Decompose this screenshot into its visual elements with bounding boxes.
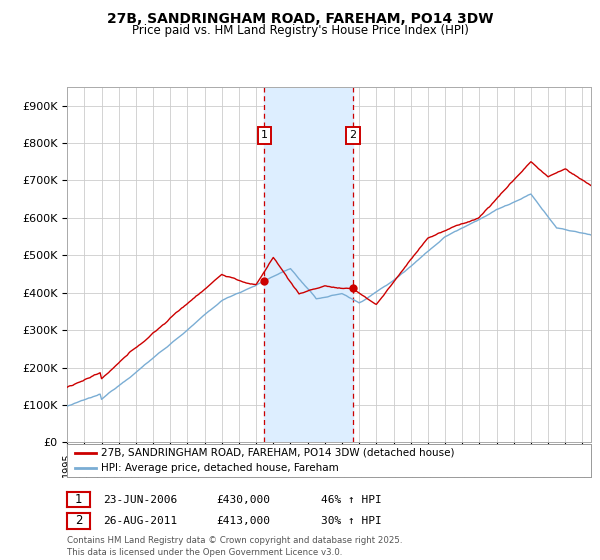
Text: 2: 2 <box>75 514 82 528</box>
Text: 30% ↑ HPI: 30% ↑ HPI <box>321 516 382 526</box>
Text: 1: 1 <box>260 130 268 141</box>
Text: 27B, SANDRINGHAM ROAD, FAREHAM, PO14 3DW: 27B, SANDRINGHAM ROAD, FAREHAM, PO14 3DW <box>107 12 493 26</box>
Text: 2: 2 <box>350 130 357 141</box>
Text: 27B, SANDRINGHAM ROAD, FAREHAM, PO14 3DW (detached house): 27B, SANDRINGHAM ROAD, FAREHAM, PO14 3DW… <box>101 447 455 458</box>
Text: HPI: Average price, detached house, Fareham: HPI: Average price, detached house, Fare… <box>101 463 339 473</box>
Bar <box>264 87 353 442</box>
Text: 46% ↑ HPI: 46% ↑ HPI <box>321 494 382 505</box>
Text: 1: 1 <box>75 493 82 506</box>
Text: Contains HM Land Registry data © Crown copyright and database right 2025.
This d: Contains HM Land Registry data © Crown c… <box>67 536 403 557</box>
Text: Price paid vs. HM Land Registry's House Price Index (HPI): Price paid vs. HM Land Registry's House … <box>131 24 469 37</box>
Text: 26-AUG-2011: 26-AUG-2011 <box>103 516 178 526</box>
Text: £430,000: £430,000 <box>216 494 270 505</box>
Text: 23-JUN-2006: 23-JUN-2006 <box>103 494 178 505</box>
Text: £413,000: £413,000 <box>216 516 270 526</box>
